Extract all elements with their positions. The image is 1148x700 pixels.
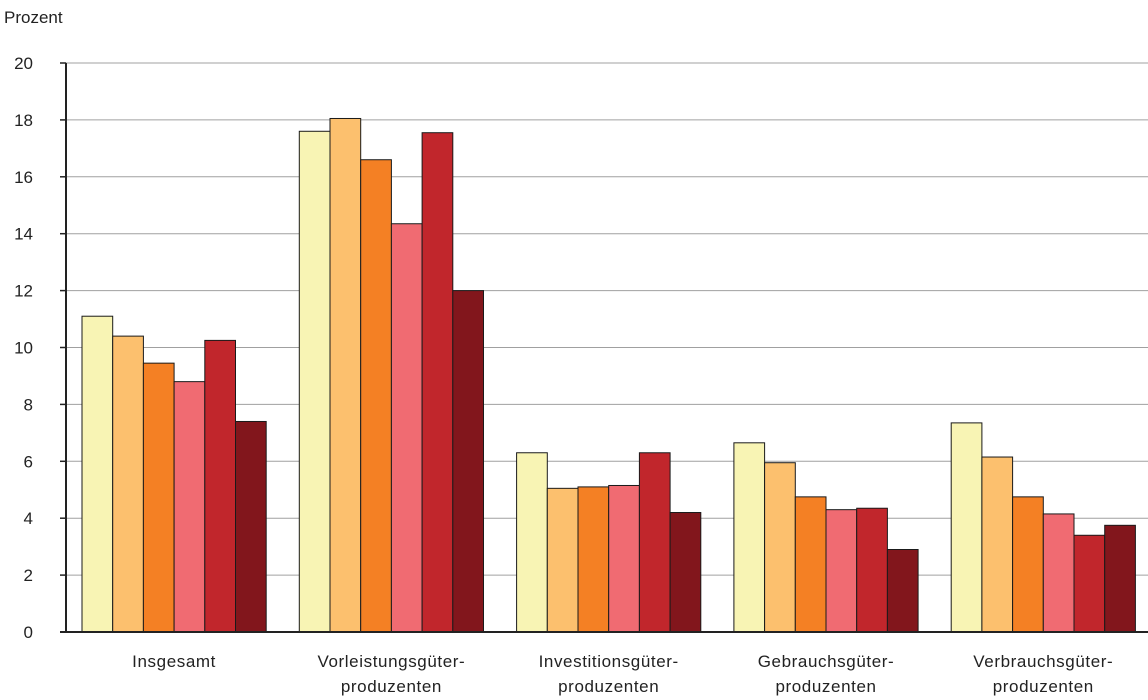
category-label: produzenten xyxy=(341,677,442,696)
bar xyxy=(1104,524,1136,633)
bar xyxy=(142,362,175,633)
bar xyxy=(1042,513,1075,633)
bar xyxy=(390,223,423,633)
y-tick-label: 18 xyxy=(14,111,33,130)
bar xyxy=(608,484,640,633)
bar xyxy=(733,442,766,633)
bar xyxy=(950,422,983,633)
y-tick-label: 12 xyxy=(14,282,33,301)
bar xyxy=(886,549,919,633)
category-label: Gebrauchsgüter- xyxy=(758,652,895,671)
bar xyxy=(421,132,454,633)
axes xyxy=(60,63,1148,633)
category-labels: Insgesamt Vorleistungsgüter-produzenten In… xyxy=(132,652,1113,696)
y-tick-label: 14 xyxy=(14,225,33,244)
bar xyxy=(669,512,702,633)
bar xyxy=(577,486,610,633)
category-label: produzenten xyxy=(775,677,876,696)
bar xyxy=(1073,534,1106,633)
bar xyxy=(546,487,579,633)
y-tick-label: 2 xyxy=(24,566,33,585)
bar xyxy=(856,507,888,633)
category-label: produzenten xyxy=(558,677,659,696)
bar xyxy=(235,420,267,633)
bar xyxy=(298,130,331,633)
bar xyxy=(981,456,1014,633)
y-tick-label: 6 xyxy=(24,452,33,471)
y-axis-ticks: 0 2 4 6 8 10 12 14 16 18 20 xyxy=(14,54,66,642)
category-label: Verbrauchsgüter- xyxy=(973,652,1113,671)
bar xyxy=(516,452,548,633)
bar xyxy=(173,381,206,633)
bar xyxy=(112,335,144,633)
bar xyxy=(360,159,392,633)
bar xyxy=(81,315,114,633)
y-tick-label: 4 xyxy=(24,509,33,528)
y-tick-label: 10 xyxy=(14,339,33,358)
y-tick-label: 20 xyxy=(14,54,33,73)
bar xyxy=(764,462,796,633)
bar xyxy=(204,339,237,633)
bars xyxy=(81,117,1136,633)
y-tick-label: 8 xyxy=(24,395,33,414)
bar xyxy=(794,496,827,633)
category-label: Insgesamt xyxy=(132,652,216,671)
category-label: produzenten xyxy=(993,677,1094,696)
category-label: Vorleistungsgüter- xyxy=(317,652,465,671)
category-label: Investitionsgüter- xyxy=(539,652,679,671)
bar xyxy=(329,117,362,633)
bar xyxy=(1012,496,1044,633)
y-tick-label: 16 xyxy=(14,168,33,187)
y-axis-label: Prozent xyxy=(4,8,63,27)
bar xyxy=(825,509,858,633)
y-tick-label: 0 xyxy=(24,623,33,642)
bar xyxy=(638,452,671,633)
bar xyxy=(452,290,484,633)
